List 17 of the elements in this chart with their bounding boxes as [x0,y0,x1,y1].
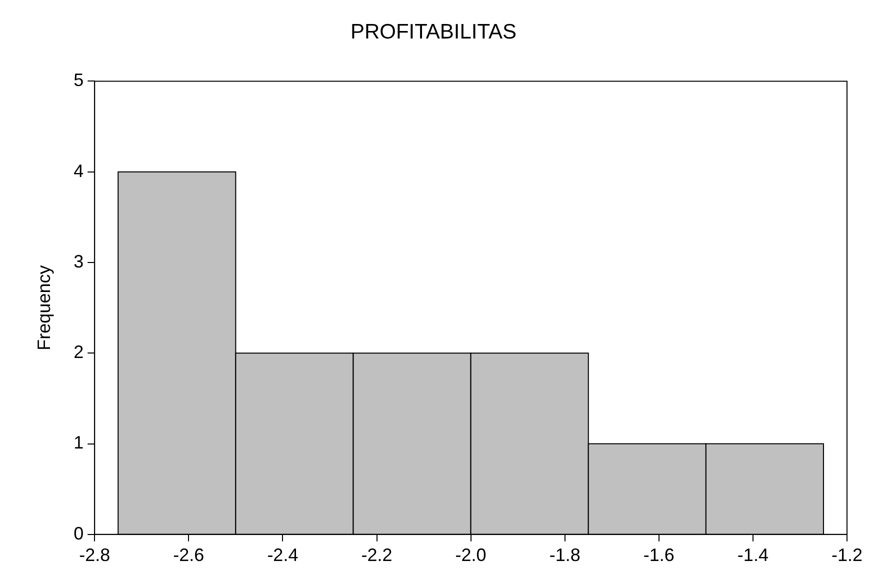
x-tick-label: -2.6 [173,545,204,566]
x-tick-label: -2.8 [79,545,110,566]
y-tick-label: 0 [74,523,84,544]
y-tick-label: 5 [74,70,84,90]
x-tick-label: -1.6 [643,545,674,566]
x-tick-label: -2.4 [267,545,298,566]
y-tick-label: 2 [74,342,84,362]
y-tick-label: 4 [74,160,84,181]
x-tick-label: -2.0 [455,545,486,566]
chart-title: PROFITABILITAS [350,20,517,44]
x-tick-label: -2.2 [361,545,392,566]
x-tick-label: -1.4 [737,545,768,566]
x-tick-label: -1.8 [549,545,580,566]
y-tick-label: 1 [74,432,84,453]
x-tick-label: -1.2 [831,545,863,566]
y-axis-title: Frequency [34,265,54,350]
y-tick-label: 3 [74,251,84,272]
